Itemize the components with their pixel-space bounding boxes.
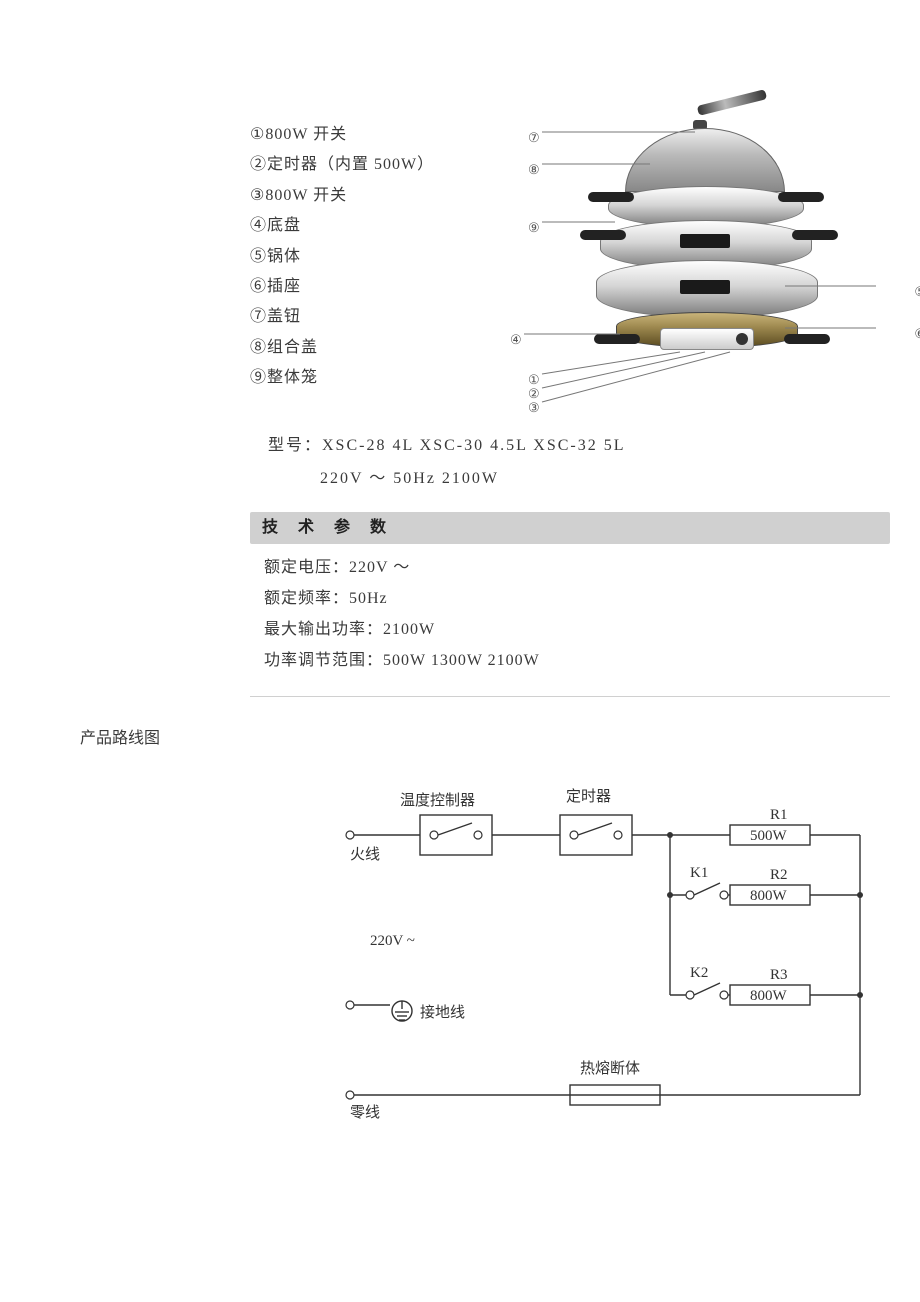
part-9: ⑨整体笼: [250, 363, 480, 393]
svg-text:K1: K1: [690, 865, 708, 881]
svg-text:800W: 800W: [750, 888, 788, 904]
spec-maxpower: 最大输出功率：2100W: [264, 616, 890, 645]
parts-list: ①800W 开关 ②定时器（内置 500W） ③800W 开关 ④底盘 ⑤锅体 …: [250, 100, 480, 420]
part-2: ②定时器（内置 500W）: [250, 150, 480, 180]
product-image: ⑦ ⑧ ⑨ ④ ① ② ③ ⑤ ⑥: [480, 100, 890, 420]
svg-text:接地线: 接地线: [420, 1004, 465, 1021]
callout-4: ④: [510, 328, 522, 351]
callout-8: ⑧: [528, 158, 540, 181]
spec-range: 功率调节范围：500W 1300W 2100W: [264, 647, 890, 676]
part-4: ④底盘: [250, 211, 480, 241]
svg-text:800W: 800W: [750, 988, 788, 1004]
part-3: ③800W 开关: [250, 181, 480, 211]
callout-6: ⑥: [914, 322, 920, 345]
part-7: ⑦盖钮: [250, 302, 480, 332]
specs-block: 额定电压：220V ～ 额定频率：50Hz 最大输出功率：2100W 功率调节范…: [250, 554, 890, 675]
part-1: ①800W 开关: [250, 120, 480, 150]
callout-9: ⑨: [528, 216, 540, 239]
svg-text:R3: R3: [770, 967, 788, 983]
model-line: 型号：XSC-28 4L XSC-30 4.5L XSC-32 5L: [268, 432, 890, 461]
svg-text:500W: 500W: [750, 828, 788, 844]
svg-text:定时器: 定时器: [566, 788, 611, 805]
spec-voltage: 额定电压：220V ～: [264, 554, 890, 583]
electrical-line: 220V ～ 50Hz 2100W: [320, 465, 890, 494]
specs-heading: 技 术 参 数: [250, 512, 890, 545]
svg-text:热熔断体: 热熔断体: [580, 1060, 640, 1077]
svg-text:零线: 零线: [350, 1104, 380, 1121]
svg-text:K2: K2: [690, 965, 708, 981]
circuit-diagram: 火线 温度控制器 定时器 R1 500W: [330, 765, 890, 1156]
product-figure: ①800W 开关 ②定时器（内置 500W） ③800W 开关 ④底盘 ⑤锅体 …: [250, 100, 890, 697]
svg-text:火线: 火线: [350, 846, 380, 863]
svg-text:R1: R1: [770, 807, 788, 823]
svg-text:温度控制器: 温度控制器: [400, 792, 475, 809]
svg-text:220V ~: 220V ~: [370, 933, 415, 949]
callout-3: ③: [528, 396, 540, 419]
svg-text:R2: R2: [770, 867, 788, 883]
roadmap-title: 产品路线图: [80, 725, 860, 754]
part-6: ⑥插座: [250, 272, 480, 302]
part-8: ⑧组合盖: [250, 333, 480, 363]
spec-freq: 额定频率：50Hz: [264, 585, 890, 614]
callout-5: ⑤: [914, 280, 920, 303]
callout-7: ⑦: [528, 126, 540, 149]
part-5: ⑤锅体: [250, 242, 480, 272]
